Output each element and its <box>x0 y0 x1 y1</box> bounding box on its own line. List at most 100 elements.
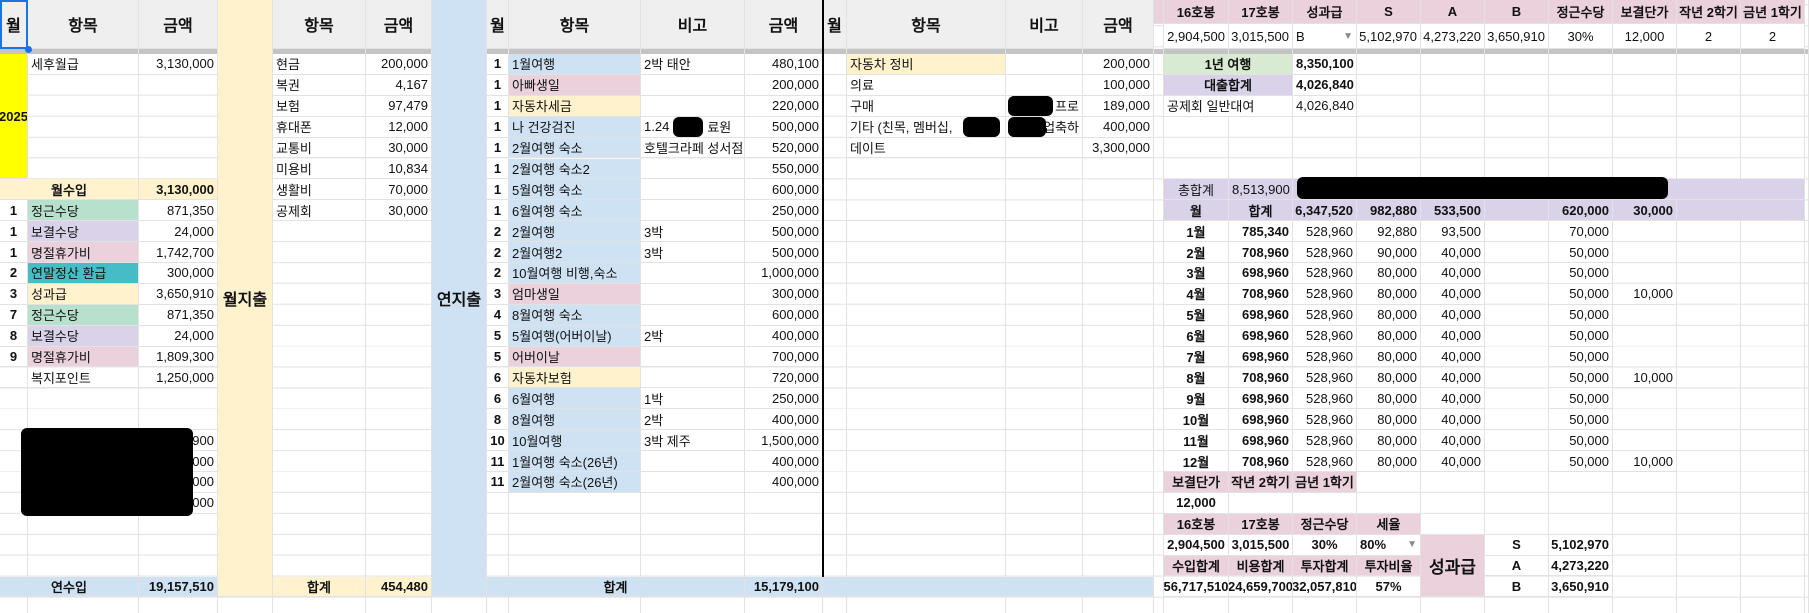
monthly-value[interactable]: 10,000 <box>1613 367 1677 389</box>
annual-expense-amount[interactable]: 250,000 <box>745 200 823 222</box>
param-value[interactable]: 30% <box>1293 534 1357 556</box>
annual-expense-note[interactable]: 1박 <box>641 388 745 410</box>
annual-expense-month[interactable]: 1 <box>487 95 509 117</box>
income-month[interactable]: 1 <box>0 221 28 243</box>
monthly-table-header[interactable] <box>1485 200 1549 222</box>
month-label[interactable]: 7월 <box>1164 346 1229 368</box>
annual-expense-month[interactable]: 11 <box>487 472 509 493</box>
annual-expense-note[interactable] <box>641 451 745 472</box>
monthly-expense-total[interactable]: 454,480 <box>366 576 432 598</box>
annual-expense-item[interactable]: 2월여행2 <box>509 242 641 263</box>
monthly-expense-amount[interactable]: 200,000 <box>366 54 432 75</box>
monthly-value[interactable]: 80,000 <box>1357 388 1421 410</box>
income-item[interactable]: 연말정산 환급 <box>28 263 139 284</box>
monthly-expense-item[interactable]: 생활비 <box>273 179 366 201</box>
monthly-value[interactable]: 80,000 <box>1357 409 1421 431</box>
monthly-value[interactable]: 528,960 <box>1293 430 1357 452</box>
header-item[interactable]: 항목 <box>847 0 1006 49</box>
misc-expense-amount[interactable]: 189,000 <box>1083 95 1154 117</box>
monthly-value[interactable]: 50,000 <box>1549 283 1613 305</box>
income-month[interactable]: 1 <box>0 200 28 222</box>
annual-expense-month[interactable]: 1 <box>487 179 509 201</box>
annual-expense-amount[interactable]: 700,000 <box>745 346 823 368</box>
settings-header[interactable]: 금년 1학기 <box>1741 0 1805 24</box>
monthly-value[interactable]: 80,000 <box>1357 263 1421 284</box>
annual-expense-month[interactable]: 6 <box>487 388 509 410</box>
settings-header[interactable]: 보결단가 <box>1613 0 1677 24</box>
annual-expense-amount[interactable]: 500,000 <box>745 221 823 243</box>
annual-expense-month[interactable]: 1 <box>487 200 509 222</box>
monthly-value[interactable]: 698,960 <box>1229 304 1293 326</box>
monthly-expense-total-label[interactable]: 합계 <box>273 576 366 598</box>
monthly-value[interactable]: 40,000 <box>1421 242 1485 263</box>
annual-expense-note[interactable]: 3박 제주 <box>641 430 745 452</box>
income-amount[interactable]: 871,350 <box>139 304 218 326</box>
settings-header[interactable]: 정근수당 <box>1549 0 1613 24</box>
monthly-value[interactable]: 50,000 <box>1549 409 1613 431</box>
monthly-expense-amount[interactable]: 30,000 <box>366 137 432 159</box>
monthly-value[interactable]: 92,880 <box>1357 221 1421 243</box>
settings-header[interactable]: A <box>1421 0 1485 24</box>
monthly-value[interactable]: 708,960 <box>1229 283 1293 305</box>
settings-value[interactable]: 5,102,970 <box>1357 24 1421 49</box>
header-month[interactable]: 월 <box>487 0 509 49</box>
annual-expense-month[interactable]: 11 <box>487 451 509 472</box>
settings-value[interactable]: 2 <box>1677 24 1741 49</box>
annual-expense-note[interactable] <box>641 304 745 326</box>
month-label[interactable]: 6월 <box>1164 325 1229 347</box>
settings-header[interactable]: S <box>1357 0 1421 24</box>
bonus-amount[interactable]: 3,650,910 <box>1549 576 1613 598</box>
misc-expense-amount[interactable]: 3,300,000 <box>1083 137 1154 159</box>
header-item[interactable]: 항목 <box>509 0 641 49</box>
annual-expense-note[interactable] <box>641 200 745 222</box>
monthly-income-label[interactable]: 월수입 <box>0 179 139 201</box>
annual-expense-month[interactable]: 10 <box>487 430 509 452</box>
dropdown-arrow-icon[interactable]: ▼ <box>1407 539 1417 551</box>
monthly-value[interactable]: 50,000 <box>1549 304 1613 326</box>
monthly-value[interactable]: 528,960 <box>1293 221 1357 243</box>
monthly-table-header[interactable]: 533,500 <box>1421 200 1485 222</box>
loan-total[interactable]: 4,026,840 <box>1293 74 1357 96</box>
param-header[interactable]: 투자합계 <box>1293 555 1357 577</box>
annual-expense-item[interactable]: 아빠생일 <box>509 74 641 96</box>
income-amount[interactable]: 3,650,910 <box>139 283 218 305</box>
param-value[interactable]: 24,659,700 <box>1229 576 1293 598</box>
frozen-row-separator[interactable] <box>0 49 1809 54</box>
monthly-value[interactable]: 528,960 <box>1293 242 1357 263</box>
misc-expense-note[interactable] <box>1006 74 1083 96</box>
income-item[interactable]: 복지포인트 <box>28 367 139 389</box>
annual-expense-item[interactable]: 1월여행 <box>509 54 641 75</box>
income-item[interactable]: 명절휴가비 <box>28 346 139 368</box>
income-month[interactable]: 9 <box>0 346 28 368</box>
annual-expense-item[interactable]: 2월여행 숙소2 <box>509 158 641 180</box>
annual-expense-note[interactable]: 호텔크라페 성서점 <box>641 137 745 159</box>
annual-expense-note[interactable] <box>641 283 745 305</box>
monthly-value[interactable]: 40,000 <box>1421 451 1485 472</box>
header-amount[interactable]: 금액 <box>366 0 432 49</box>
settings-value[interactable]: 12,000 <box>1613 24 1677 49</box>
header-amount[interactable]: 금액 <box>1083 0 1154 49</box>
annual-expense-amount[interactable]: 600,000 <box>745 179 823 201</box>
loan-item[interactable]: 4,026,840 <box>1293 95 1357 117</box>
monthly-value[interactable]: 698,960 <box>1229 388 1293 410</box>
annual-expense-amount[interactable]: 300,000 <box>745 283 823 305</box>
annual-expense-amount[interactable]: 720,000 <box>745 367 823 389</box>
annual-expense-month[interactable]: 2 <box>487 263 509 284</box>
param-value[interactable]: 2,904,500 <box>1164 534 1229 556</box>
settings-header[interactable]: 작년 2학기 <box>1677 0 1741 24</box>
monthly-value[interactable]: 50,000 <box>1549 242 1613 263</box>
income-amount[interactable]: 24,000 <box>139 325 218 347</box>
grand-total[interactable]: 8,513,900 <box>1229 179 1293 201</box>
income-month[interactable]: 2 <box>0 263 28 284</box>
monthly-value[interactable]: 70,000 <box>1549 221 1613 243</box>
annual-expense-note[interactable] <box>641 179 745 201</box>
monthly-value[interactable]: 40,000 <box>1421 325 1485 347</box>
monthly-value[interactable]: 698,960 <box>1229 263 1293 284</box>
monthly-value[interactable]: 80,000 <box>1357 367 1421 389</box>
monthly-expense-amount[interactable]: 4,167 <box>366 74 432 96</box>
monthly-value[interactable]: 698,960 <box>1229 325 1293 347</box>
annual-expense-note[interactable] <box>641 263 745 284</box>
param-header[interactable]: 금년 1학기 <box>1293 472 1357 493</box>
annual-expense-note[interactable]: 2박 <box>641 409 745 431</box>
monthly-value[interactable]: 40,000 <box>1421 430 1485 452</box>
